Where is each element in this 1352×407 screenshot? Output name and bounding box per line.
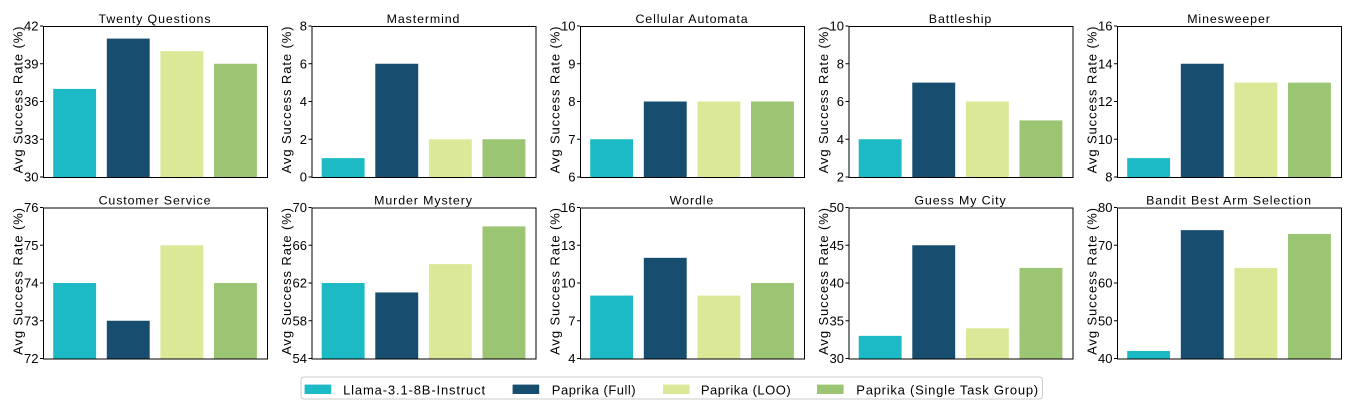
svg-text:30: 30 (24, 170, 38, 185)
svg-text:12: 12 (1098, 94, 1112, 109)
svg-text:Paprika (Full): Paprika (Full) (552, 383, 636, 398)
svg-text:58: 58 (293, 313, 307, 328)
svg-text:6: 6 (568, 170, 575, 185)
svg-text:9: 9 (568, 56, 575, 71)
svg-text:Twenty Questions: Twenty Questions (99, 12, 212, 26)
svg-text:0: 0 (300, 170, 307, 185)
svg-text:4: 4 (300, 94, 307, 109)
svg-text:45: 45 (830, 238, 844, 253)
svg-text:76: 76 (24, 200, 38, 215)
svg-text:73: 73 (24, 313, 38, 328)
svg-text:7: 7 (568, 313, 575, 328)
svg-text:Avg Success Rate (%): Avg Success Rate (%) (11, 207, 26, 355)
svg-text:60: 60 (1098, 276, 1112, 291)
svg-text:50: 50 (830, 200, 844, 215)
svg-text:Mastermind: Mastermind (387, 12, 461, 26)
svg-text:Avg Success Rate (%): Avg Success Rate (%) (548, 26, 563, 174)
svg-text:Avg Success Rate (%): Avg Success Rate (%) (11, 26, 26, 174)
svg-text:Avg Success Rate (%): Avg Success Rate (%) (816, 26, 831, 174)
svg-text:Paprika (Single Task Group): Paprika (Single Task Group) (856, 383, 1039, 398)
svg-text:70: 70 (293, 200, 307, 215)
svg-text:2: 2 (837, 170, 844, 185)
svg-text:42: 42 (24, 19, 38, 34)
svg-text:Bandit Best Arm Selection: Bandit Best Arm Selection (1146, 193, 1312, 207)
svg-text:10: 10 (1098, 132, 1112, 147)
svg-text:72: 72 (24, 351, 38, 366)
svg-text:Avg Success Rate (%): Avg Success Rate (%) (1085, 207, 1100, 355)
svg-text:54: 54 (293, 351, 307, 366)
svg-text:6: 6 (300, 56, 307, 71)
svg-text:4: 4 (837, 132, 844, 147)
svg-text:Avg Success Rate (%): Avg Success Rate (%) (279, 26, 294, 174)
svg-text:62: 62 (293, 276, 307, 291)
svg-text:40: 40 (1098, 351, 1112, 366)
svg-text:8: 8 (1105, 170, 1112, 185)
svg-text:66: 66 (293, 238, 307, 253)
svg-text:75: 75 (24, 238, 38, 253)
svg-text:Wordle: Wordle (670, 193, 714, 207)
svg-text:6: 6 (837, 94, 844, 109)
svg-text:Avg Success Rate (%): Avg Success Rate (%) (548, 207, 563, 355)
svg-text:36: 36 (24, 94, 38, 109)
svg-text:50: 50 (1098, 313, 1112, 328)
svg-text:Avg Success Rate (%): Avg Success Rate (%) (1085, 26, 1100, 174)
svg-text:10: 10 (561, 276, 575, 291)
svg-text:8: 8 (300, 19, 307, 34)
svg-text:Customer Service: Customer Service (99, 193, 212, 207)
svg-text:13: 13 (561, 238, 575, 253)
svg-text:16: 16 (561, 200, 575, 215)
svg-text:70: 70 (1098, 238, 1112, 253)
svg-text:Battleship: Battleship (929, 12, 992, 26)
svg-text:4: 4 (568, 351, 575, 366)
svg-text:2: 2 (300, 132, 307, 147)
svg-text:16: 16 (1098, 19, 1112, 34)
svg-text:80: 80 (1098, 200, 1112, 215)
svg-text:74: 74 (24, 276, 38, 291)
svg-text:8: 8 (837, 56, 844, 71)
svg-text:Paprika (LOO): Paprika (LOO) (701, 383, 791, 398)
svg-text:14: 14 (1098, 56, 1112, 71)
svg-text:Murder Mystery: Murder Mystery (374, 193, 473, 207)
svg-text:10: 10 (561, 19, 575, 34)
svg-text:Avg Success Rate (%): Avg Success Rate (%) (816, 207, 831, 355)
svg-text:30: 30 (830, 351, 844, 366)
svg-text:40: 40 (830, 276, 844, 291)
svg-text:8: 8 (568, 94, 575, 109)
svg-text:Llama-3.1-8B-Instruct: Llama-3.1-8B-Instruct (343, 383, 486, 398)
svg-text:33: 33 (24, 132, 38, 147)
svg-text:10: 10 (830, 19, 844, 34)
svg-text:Guess My City: Guess My City (914, 193, 1006, 207)
svg-text:39: 39 (24, 56, 38, 71)
svg-text:Avg Success Rate (%): Avg Success Rate (%) (279, 207, 294, 355)
svg-text:Cellular Automata: Cellular Automata (635, 12, 748, 26)
svg-text:7: 7 (568, 132, 575, 147)
svg-text:35: 35 (830, 313, 844, 328)
svg-text:Minesweeper: Minesweeper (1187, 12, 1271, 26)
